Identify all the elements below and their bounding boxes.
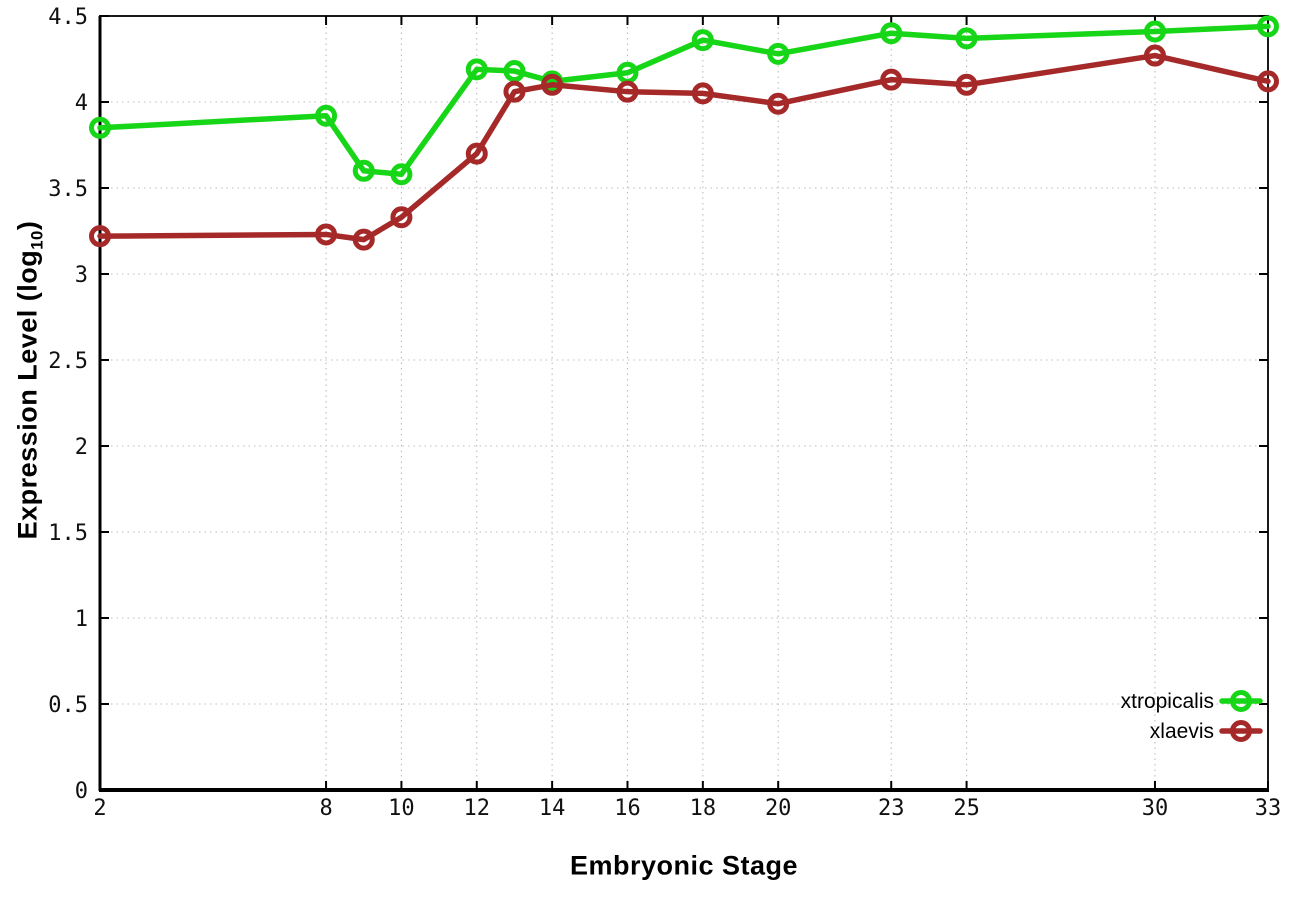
y-axis-title: Expression Level (log10) <box>12 221 47 540</box>
y-axis-title-main: Expression Level (log <box>12 249 43 540</box>
data-point-xtropicalis <box>89 116 111 139</box>
y-axis-title-close: ) <box>12 220 43 231</box>
y-tick-label: 2 <box>75 435 88 460</box>
data-point-xlaevis <box>1143 44 1166 67</box>
data-point-xlaevis <box>89 225 111 248</box>
x-tick-label: 23 <box>878 796 905 821</box>
x-tick-label: 18 <box>690 796 717 821</box>
data-point-xlaevis <box>691 82 714 105</box>
x-tick-label: 14 <box>539 796 566 821</box>
data-point-xtropicalis <box>352 159 375 182</box>
data-point-xlaevis <box>767 92 790 115</box>
data-point-xlaevis <box>616 80 639 103</box>
x-tick-label: 30 <box>1142 796 1169 821</box>
series-line-xlaevis <box>97 52 1271 243</box>
x-tick-label: 25 <box>953 796 980 821</box>
data-point-xtropicalis <box>691 29 714 52</box>
series-line-xtropicalis <box>97 23 1271 177</box>
data-point-xtropicalis <box>390 163 413 186</box>
data-point-xlaevis <box>541 73 564 96</box>
x-tick-label: 20 <box>765 796 792 821</box>
y-tick-label: 1 <box>75 607 88 632</box>
data-point-xlaevis <box>315 223 338 246</box>
y-tick-label: 2.5 <box>48 349 88 374</box>
plot-border <box>99 15 1269 791</box>
legend-label-xtropicalis: xtropicalis <box>1121 690 1214 713</box>
y-tick-label: 3 <box>75 263 88 288</box>
x-axis-title: Embryonic Stage <box>569 850 799 881</box>
x-tick-label: 12 <box>464 796 491 821</box>
y-tick-label: 1.5 <box>48 521 88 546</box>
data-point-xtropicalis <box>503 60 526 83</box>
legend-label-xlaevis: xlaevis <box>1150 720 1214 743</box>
y-tick-label: 4.5 <box>48 5 88 30</box>
x-tick-label: 16 <box>614 796 641 821</box>
data-point-xlaevis <box>1257 70 1279 93</box>
data-point-xtropicalis <box>1143 20 1166 43</box>
data-point-xtropicalis <box>955 27 978 50</box>
data-point-xlaevis <box>390 206 413 229</box>
legend-sample-marker-xlaevis <box>1230 720 1252 742</box>
x-tick-label: 2 <box>93 796 106 821</box>
y-tick-label: 3.5 <box>48 177 88 202</box>
data-point-xlaevis <box>503 80 526 103</box>
y-tick-label: 4 <box>75 91 88 116</box>
data-point-xlaevis <box>955 73 978 96</box>
data-point-xlaevis <box>465 142 488 165</box>
data-point-xlaevis <box>880 68 903 91</box>
x-tick-label: 8 <box>319 796 332 821</box>
x-tick-label: 10 <box>388 796 415 821</box>
legend-sample-marker-xtropicalis <box>1230 690 1252 712</box>
data-point-xtropicalis <box>1257 15 1279 38</box>
data-point-xtropicalis <box>880 22 903 45</box>
data-point-xtropicalis <box>465 58 488 81</box>
y-axis-title-subscript: 10 <box>27 230 47 250</box>
data-point-xtropicalis <box>767 42 790 65</box>
y-tick-label: 0 <box>75 779 88 804</box>
data-point-xlaevis <box>352 228 375 251</box>
y-tick-label: 0.5 <box>48 693 88 718</box>
x-tick-label: 33 <box>1255 796 1282 821</box>
data-point-xtropicalis <box>315 104 338 127</box>
